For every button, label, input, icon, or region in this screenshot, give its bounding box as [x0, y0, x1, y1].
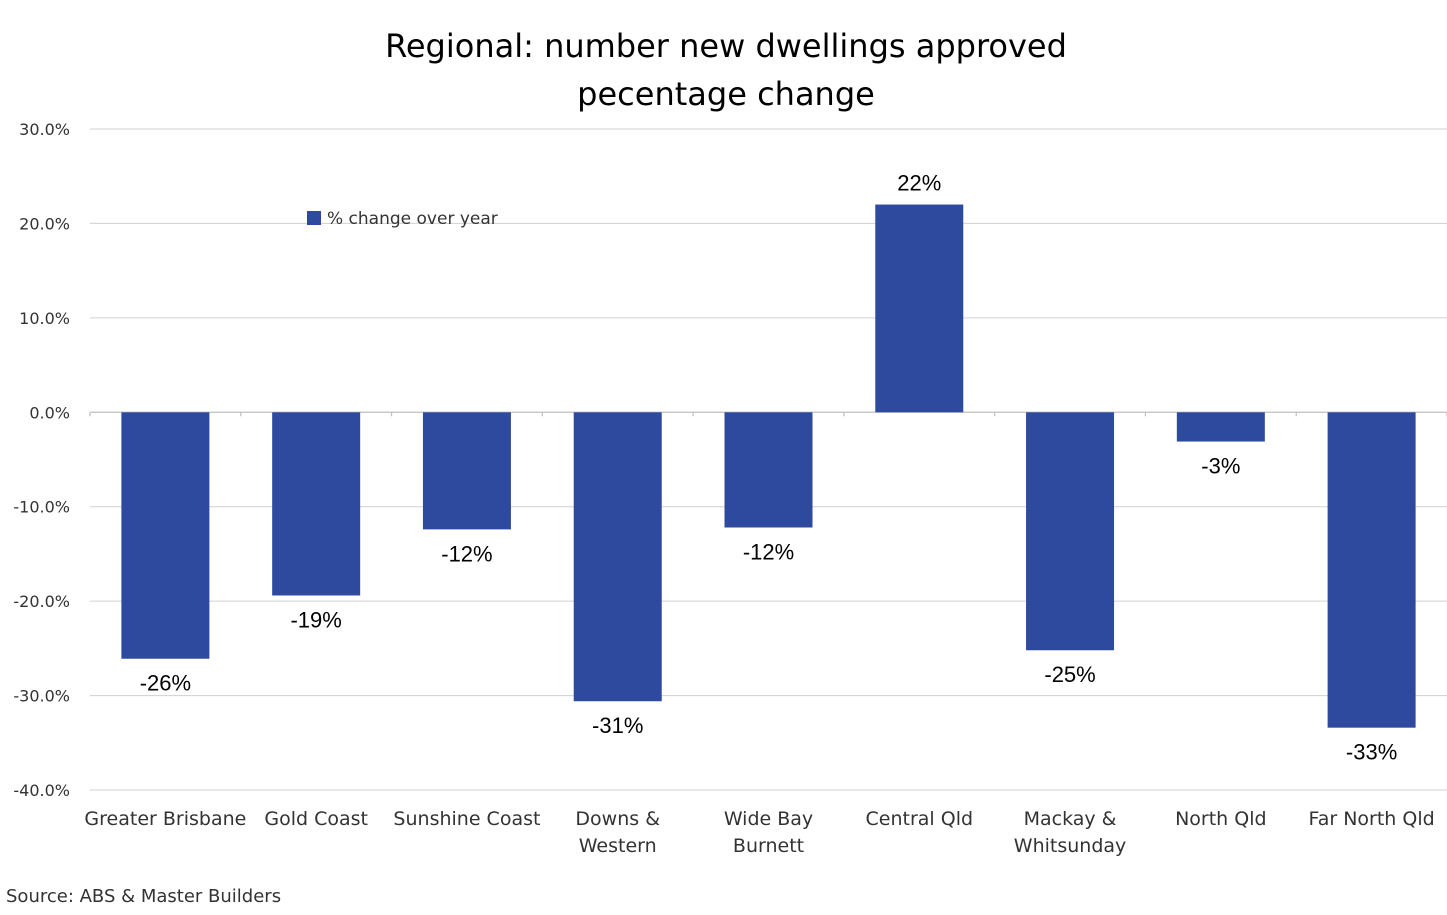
- data-labels: -26% -19% -12% -31% -12% 22% -25% -3% -33%: [140, 171, 1398, 765]
- data-label: -12%: [441, 541, 492, 566]
- y-tick-label: 30.0%: [19, 120, 70, 139]
- data-label: -3%: [1201, 454, 1240, 479]
- y-tick-label: 20.0%: [19, 214, 70, 233]
- x-axis: Greater Brisbane Gold Coast Sunshine Coast…: [84, 808, 1434, 857]
- bars: [121, 204, 1416, 728]
- chart-title-line-2: pecentage change: [577, 75, 875, 113]
- bar: [1026, 412, 1115, 651]
- data-label: -12%: [743, 539, 794, 564]
- bar: [724, 412, 813, 528]
- x-category-label: Burnett: [733, 835, 804, 857]
- data-label: -33%: [1346, 740, 1397, 765]
- chart-title: Regional: number new dwellings approved …: [385, 27, 1067, 113]
- bar: [875, 204, 964, 413]
- x-category-label: Sunshine Coast: [393, 808, 540, 830]
- x-category-label: Whitsunday: [1014, 835, 1127, 857]
- y-tick-label: 10.0%: [19, 309, 70, 328]
- y-tick-label: -10.0%: [13, 498, 70, 517]
- data-label: -26%: [140, 671, 191, 696]
- legend: % change over year: [307, 209, 498, 229]
- y-tick-label: -20.0%: [13, 592, 70, 611]
- y-tick-label: -30.0%: [13, 687, 70, 706]
- legend-label: % change over year: [327, 209, 498, 229]
- y-tick-label: 0.0%: [29, 403, 70, 422]
- y-tick-label: -40.0%: [13, 781, 70, 800]
- x-category-label: Far North Qld: [1309, 808, 1435, 830]
- bar: [422, 412, 511, 530]
- x-category-label: Gold Coast: [264, 808, 368, 830]
- data-label: -19%: [290, 607, 341, 632]
- data-label: 22%: [897, 171, 941, 196]
- x-category-label: Downs &: [575, 808, 660, 830]
- x-category-label: Western: [579, 835, 657, 857]
- source-note: Source: ABS & Master Builders: [6, 886, 281, 907]
- bar: [121, 412, 210, 659]
- bar: [272, 412, 361, 596]
- data-label: -31%: [592, 713, 643, 738]
- x-category-label: Wide Bay: [724, 808, 813, 830]
- x-category-label: Central Qld: [866, 808, 974, 830]
- x-category-label: Mackay &: [1024, 808, 1117, 830]
- legend-swatch: [307, 211, 321, 225]
- x-category-label: North Qld: [1175, 808, 1266, 830]
- bar: [1176, 412, 1265, 442]
- x-category-label: Greater Brisbane: [84, 808, 246, 830]
- y-axis: 30.0% 20.0% 10.0% 0.0% -10.0% -20.0% -30.0% -40…: [13, 120, 70, 800]
- data-label: -25%: [1044, 662, 1095, 687]
- bar: [1327, 412, 1416, 728]
- bar: [573, 412, 662, 702]
- chart-title-line-1: Regional: number new dwellings approved: [385, 27, 1067, 65]
